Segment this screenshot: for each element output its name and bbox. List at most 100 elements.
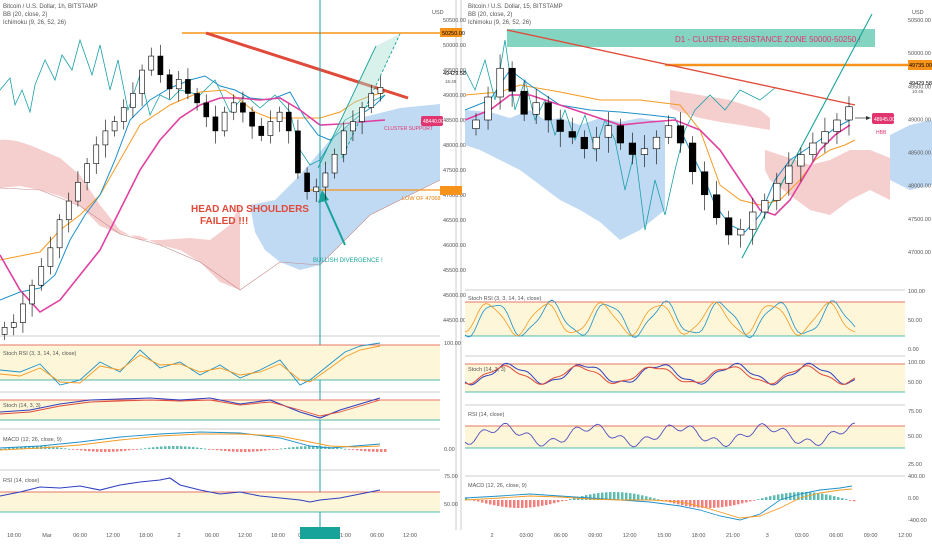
macd-bar [477, 500, 480, 502]
left-small-tag: 16:49 [445, 79, 457, 84]
candle-body [240, 102, 246, 113]
left-cloud-bearish [0, 139, 240, 290]
candle-body [845, 106, 853, 121]
macd-bar [769, 496, 772, 500]
right-macd-pane: MACD (12, 26, close, 9) 400.00 0.00 -400… [464, 474, 927, 524]
candle-body [368, 93, 375, 108]
macd-bar [16, 447, 19, 449]
macd-bar [765, 497, 768, 500]
right-signal-line [464, 488, 853, 519]
macd-bar [473, 500, 476, 501]
left-macd-label: 0.00 [444, 447, 455, 453]
macd-bar [841, 498, 844, 500]
right-stoch-title: Stoch (14, 3, 3) [468, 367, 506, 373]
macd-bar [212, 449, 215, 450]
macd-bar [545, 500, 548, 506]
macd-bar [260, 449, 263, 452]
left-macd-title: MACD (12, 26, close, 9) [3, 437, 62, 443]
candle-body [331, 153, 338, 174]
time-axis-label: 09:00 [588, 533, 602, 539]
time-axis-label: 15:00 [657, 533, 671, 539]
time-axis-label: 21:00 [726, 533, 740, 539]
time-axis-label: 2 [177, 533, 180, 539]
macd-bar [144, 448, 147, 450]
candle-body [322, 172, 329, 188]
macd-bar [729, 500, 732, 506]
left-stoch-pane: Stoch (14, 3, 3) [0, 391, 440, 421]
left-channel-fill [318, 34, 400, 168]
left-low-tag-bg [440, 186, 462, 195]
price-axis-label: 49000.00 [443, 93, 466, 99]
macd-bar [372, 449, 375, 452]
macd-bar [184, 446, 187, 449]
macd-bar [637, 494, 640, 500]
macd-bar [48, 446, 51, 449]
macd-bar [533, 500, 536, 508]
macd-bar [68, 448, 71, 450]
macd-bar [557, 500, 560, 503]
macd-bar [128, 449, 131, 451]
macd-bar [176, 446, 179, 449]
macd-bar [312, 446, 315, 449]
price-axis-label: 50000.00 [443, 43, 466, 49]
left-currency: USD [432, 10, 444, 16]
macd-bar [781, 493, 784, 500]
macd-bar [100, 449, 103, 452]
macd-bar [200, 448, 203, 449]
macd-bar [156, 446, 159, 449]
candle-body [203, 102, 210, 118]
macd-bar [849, 500, 852, 501]
price-axis-label: 50500.00 [443, 18, 466, 24]
time-axis-label: 09:00 [864, 533, 878, 539]
candle-body [737, 228, 745, 236]
macd-bar [84, 449, 87, 451]
candle-body [592, 136, 600, 150]
left-price-axis: 50500.00 50000.00 49500.00 49000.00 48500.00… [443, 18, 466, 324]
macd-bar [12, 447, 15, 449]
macd-bar [785, 493, 788, 500]
macd-bar [701, 500, 704, 508]
candle-body [75, 182, 81, 202]
left-stochrsi-pane: Stoch RSI (3, 3, 14, 14, close) 100.00 [0, 335, 461, 386]
macd-bar [276, 449, 279, 450]
candle-body [249, 111, 255, 127]
right-stoch-label-50: 50.00 [908, 380, 922, 386]
macd-bar [757, 499, 760, 500]
macd-bar [4, 448, 7, 450]
macd-bar [513, 500, 516, 508]
macd-bar [204, 448, 207, 450]
macd-bar [549, 500, 552, 505]
macd-bar [164, 446, 167, 449]
left-rsi-pane: RSI (14, close) 75.00 50.00 [0, 469, 458, 513]
candle-body [701, 171, 709, 196]
left-rsi-line [0, 477, 381, 503]
resistance-zone-label: D1 - CLUSTER RESISTANCE ZONE 50000-50250… [675, 35, 861, 44]
left-bb-basis [0, 97, 386, 314]
macd-bar [348, 449, 351, 450]
time-axis-label: Mar [42, 533, 52, 539]
bullish-arrow-head [318, 190, 329, 203]
macd-bar [525, 500, 528, 508]
macd-bar [605, 492, 608, 500]
macd-bar [264, 449, 267, 451]
candle-body [628, 142, 637, 155]
candle-body [676, 125, 685, 144]
macd-bar [697, 500, 700, 508]
price-axis-label: 46000.00 [443, 243, 466, 249]
candle-body [749, 211, 757, 230]
candle-body [175, 79, 182, 90]
macd-bar [0, 449, 3, 450]
right-orange-tag-bg [908, 60, 932, 70]
macd-bar [160, 446, 163, 449]
right-price-tag: 49429.58 [909, 81, 932, 87]
price-axis-label: 44500.00 [443, 318, 466, 324]
macd-bar [192, 447, 195, 449]
left-legend: Bitcoin / U.S. Dollar, 1h, BITSTAMP BB (… [3, 3, 98, 27]
candle-body [472, 119, 480, 129]
candle-body [821, 131, 829, 144]
candle-body [568, 131, 576, 138]
macd-bar [773, 495, 776, 500]
right-stochrsi-label-100: 100.00 [908, 289, 925, 295]
left-pink-tag-bg [421, 116, 443, 126]
candle-body [664, 125, 673, 138]
